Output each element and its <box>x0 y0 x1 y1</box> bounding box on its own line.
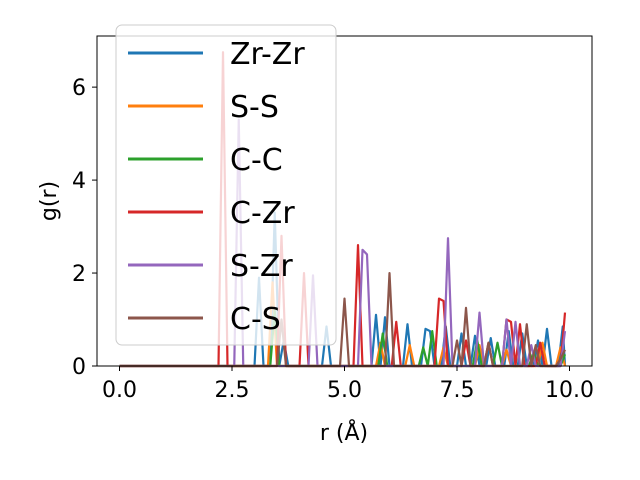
y-tick-label: 0 <box>72 355 86 380</box>
x-tick-label: 2.5 <box>215 378 250 403</box>
legend-box <box>115 24 337 346</box>
x-tick-label: 5.0 <box>327 378 362 403</box>
legend-label-s-zr: S-Zr <box>230 249 293 284</box>
y-tick-label: 6 <box>72 76 86 101</box>
legend-label-c-c: C-C <box>230 143 283 178</box>
x-tick-label: 0.0 <box>102 378 137 403</box>
legend-label-c-zr: C-Zr <box>230 196 295 231</box>
x-tick-label: 7.5 <box>440 378 475 403</box>
series-line-c-s <box>119 271 566 368</box>
y-tick-label: 4 <box>72 169 86 194</box>
legend-label-c-s: C-S <box>230 302 281 337</box>
x-tick-label: 10.0 <box>545 378 594 403</box>
y-axis-label: g(r) <box>37 181 62 221</box>
x-axis-label: r (Å) <box>320 419 368 446</box>
ticks-layer: 0.0 2.5 5.0 7.5 10.0 0 2 4 6 <box>72 76 594 403</box>
legend-label-s-s: S-S <box>230 90 279 125</box>
legend: Zr-Zr S-S C-C C-Zr S-Zr C-S <box>115 24 337 346</box>
y-tick-label: 2 <box>72 262 86 287</box>
legend-label-zr-zr: Zr-Zr <box>230 37 305 72</box>
legend-entries: Zr-Zr S-S C-C C-Zr S-Zr C-S <box>128 37 305 337</box>
